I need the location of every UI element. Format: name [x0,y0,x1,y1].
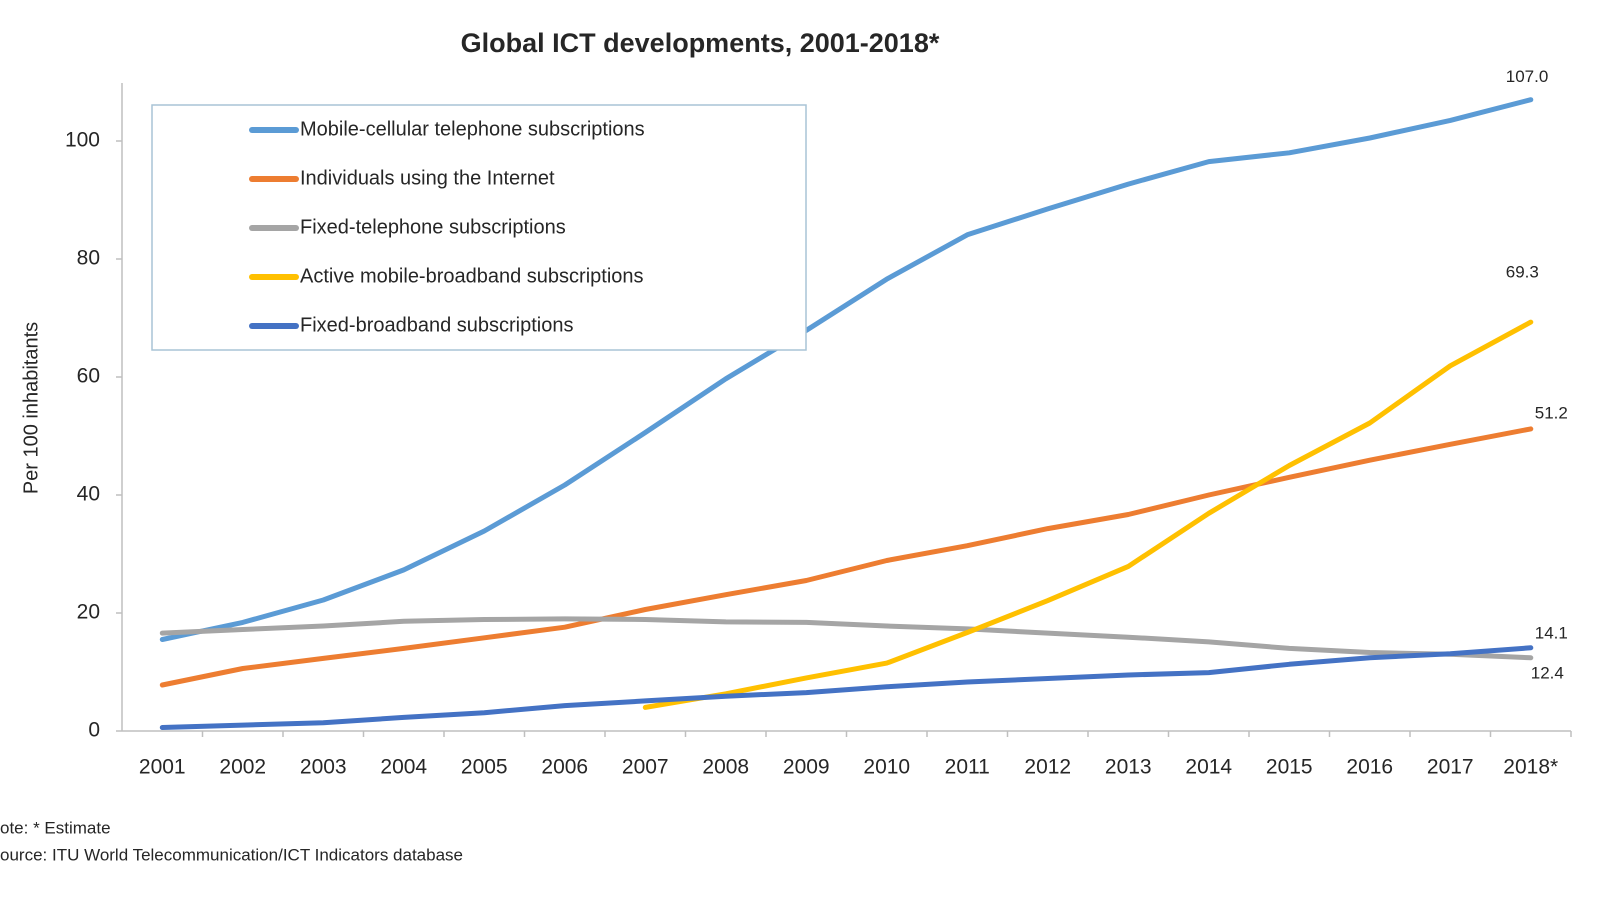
legend: Mobile-cellular telephone subscriptions I… [151,104,807,351]
x-tick-label: 2005 [461,756,508,779]
value-label: 51.2 [1535,403,1568,422]
y-tick-label: 100 [65,129,100,152]
value-label: 12.4 [1531,663,1564,682]
y-tick-label: 20 [77,601,100,624]
note: ource: ITU World Telecommunication/ICT I… [0,845,463,864]
x-tick-label: 2014 [1185,756,1232,779]
value-label: 14.1 [1535,623,1568,642]
note: ote: * Estimate [0,818,111,837]
y-axis-title: Per 100 inhabitants [20,322,42,494]
legend-label: Individuals using the Internet [300,167,555,189]
x-tick-label: 2003 [300,756,347,779]
value-label: 107.0 [1506,67,1549,86]
x-tick-label: 2008 [702,756,749,779]
x-tick-label: 2001 [139,756,186,779]
series-line [642,319,1534,710]
chart-title: Global ICT developments, 2001-2018* [461,28,940,58]
x-tick-label: 2013 [1105,756,1152,779]
legend-label: Active mobile-broadband subscriptions [300,265,644,287]
legend-label: Mobile-cellular telephone subscriptions [300,118,645,140]
x-tick-label: 2007 [622,756,669,779]
x-tick-label: 2006 [541,756,588,779]
x-tick-label: 2010 [863,756,910,779]
x-tick-label: 2012 [1024,756,1071,779]
x-tick-label: 2018* [1503,756,1558,779]
x-tick-label: 2004 [380,756,427,779]
x-tick-label: 2011 [945,756,990,779]
y-tick-label: 60 [77,365,100,388]
x-tick-label: 2015 [1266,756,1313,779]
x-tick-label: 2016 [1346,756,1393,779]
series-line [159,97,1534,642]
y-tick-label: 80 [77,247,100,270]
x-tick-label: 2002 [219,756,266,779]
x-tick-label: 2009 [783,756,830,779]
y-tick-label: 40 [77,483,100,506]
series-line [159,645,1534,730]
series-line [159,426,1534,688]
legend-label: Fixed-broadband subscriptions [300,314,574,336]
legend-label: Fixed-telephone subscriptions [300,216,566,238]
value-label: 69.3 [1506,263,1539,282]
x-tick-label: 2017 [1427,756,1474,779]
series-line [159,616,1534,661]
y-tick-label: 0 [88,719,100,742]
